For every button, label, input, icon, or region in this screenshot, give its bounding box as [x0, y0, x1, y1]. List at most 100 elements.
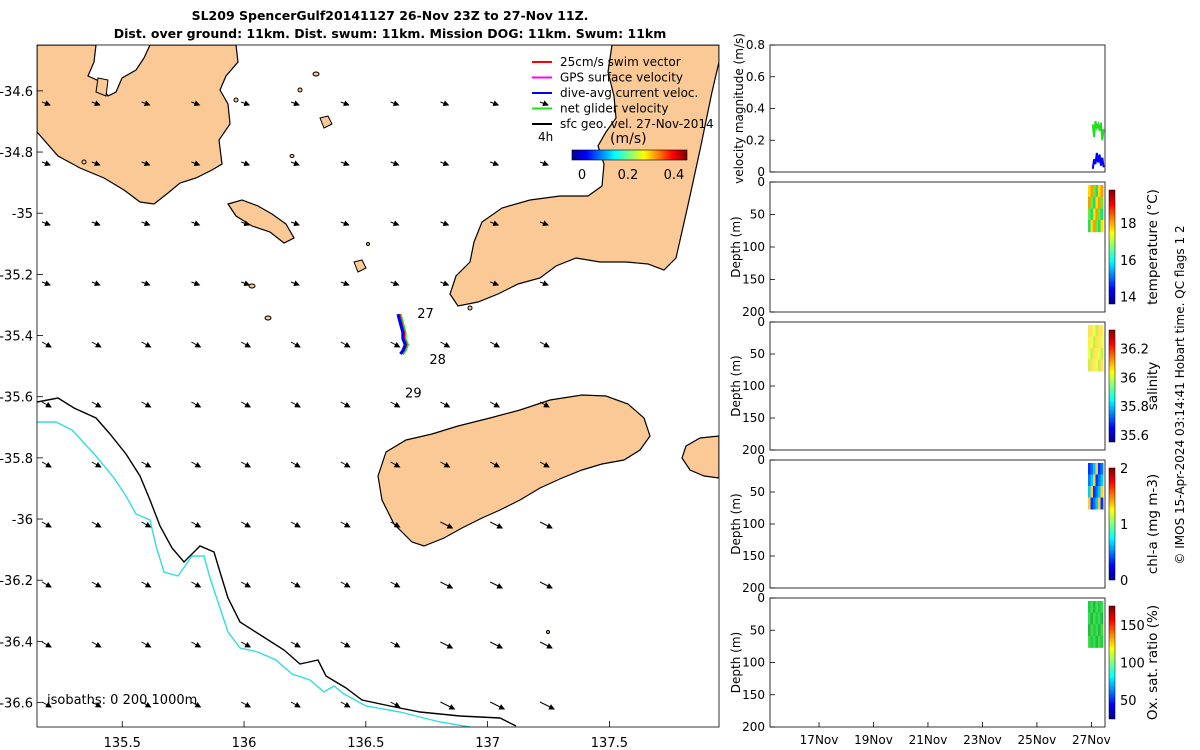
profile-cell: [1088, 325, 1091, 337]
profile-cell: [1100, 196, 1104, 209]
panel-3: 0 50 100 150 200 Depth (m) 35.6 35.8 36 36.2 salin…: [729, 315, 1161, 457]
velocity-arrow: [440, 160, 450, 167]
velocity-arrow: [539, 461, 550, 468]
map-y-tick-label: -36: [12, 513, 33, 528]
velocity-arrow: [290, 641, 301, 648]
profile-cell: [1095, 463, 1099, 475]
velocity-arrow: [91, 701, 102, 708]
time-tick-label: 21Nov: [909, 733, 948, 747]
velocity-arrow: [290, 160, 300, 167]
panel-y-tick-label: 0: [757, 315, 765, 329]
map-labels: 135.5 136 136.5 137 137.5 -34.6 -34.8 -35 -35.2 -…: [0, 55, 714, 750]
track-hour-label: 28: [429, 353, 446, 368]
velocity-arrow: [489, 581, 504, 589]
map-y-tick-label: -34.8: [0, 146, 33, 161]
profile-cell: [1090, 185, 1094, 198]
velocity-arrow: [390, 160, 400, 167]
velocity-arrow: [290, 341, 301, 348]
velocity-arrow: [141, 160, 151, 167]
map-x-tick-label: 136.5: [347, 736, 384, 750]
velocity-arrow: [141, 461, 152, 468]
profile-cell: [1098, 497, 1101, 510]
profile-cell: [1095, 196, 1099, 209]
profile-cell: [1090, 463, 1094, 475]
profile-cell: [1090, 497, 1094, 510]
profile-cell: [1100, 220, 1104, 233]
legend-duration: 4h: [538, 130, 553, 144]
velocity-arrow: [489, 461, 501, 468]
velocity-arrow: [490, 280, 500, 287]
colorbar-tick: 0.4: [664, 168, 685, 183]
velocity-arrow: [91, 521, 102, 528]
velocity-arrow: [340, 521, 351, 528]
profile-cell: [1100, 359, 1104, 372]
velocity-arrow: [539, 220, 549, 227]
profile-cell: [1088, 612, 1091, 625]
profile-cell: [1095, 635, 1099, 648]
profile-cell: [1090, 325, 1094, 337]
dive-avg-track: [396, 313, 407, 355]
velocity-arrow: [41, 341, 52, 348]
velocity-arrow: [539, 341, 550, 348]
profile-cell: [1090, 348, 1094, 360]
panel-y-tick-label: 150: [742, 688, 765, 702]
velocity-arrow: [440, 641, 454, 649]
track-hour-label: 27: [417, 307, 434, 322]
velocity-arrow: [141, 701, 152, 708]
velocity-arrow: [191, 100, 201, 107]
panel-y-label: Depth (m): [729, 632, 743, 693]
panel-y-tick-label: 0: [757, 165, 765, 179]
profile-cell: [1088, 220, 1091, 233]
profile-cell: [1093, 497, 1096, 510]
map-frame: [36, 44, 720, 728]
velocity-arrow: [240, 581, 252, 588]
velocity-arrow: [91, 100, 101, 107]
map-y-tick-label: -34.6: [0, 85, 33, 100]
colorbar-tick: 100: [1120, 657, 1145, 672]
map-y-tick-label: -36.4: [0, 635, 33, 650]
profile-cell: [1098, 601, 1101, 614]
velocity-arrow: [489, 641, 504, 649]
velocity-arrow: [390, 341, 401, 348]
profile-cell: [1093, 348, 1096, 360]
time-tick-label: 19Nov: [854, 733, 893, 747]
velocity-arrow: [390, 401, 401, 408]
velocity-arrow: [539, 280, 549, 287]
profile-cell: [1100, 486, 1104, 498]
panel-4: 0 50 100 150 200 Depth (m) 0 1 2 chl-a (mg m-3): [729, 453, 1161, 595]
velocity-arrow: [290, 581, 301, 588]
profile-cell: [1098, 336, 1101, 349]
velocity-arrow: [290, 401, 301, 408]
velocity-arrow: [241, 100, 251, 107]
velocity-arrow: [91, 341, 102, 348]
velocity-arrow: [539, 641, 553, 649]
profile-cell: [1090, 624, 1094, 637]
velocity-arrow: [390, 521, 401, 528]
map-y-tick-label: -36.2: [0, 574, 33, 589]
profile-cell: [1098, 325, 1101, 337]
velocity-arrow: [440, 341, 451, 348]
velocity-arrow: [241, 280, 251, 287]
map-y-tick-label: -35.2: [0, 268, 33, 283]
velocity-arrow: [340, 401, 351, 408]
panel-y-label: Depth (m): [729, 355, 743, 416]
profile-cell: [1088, 463, 1091, 475]
panel-y-tick-label: 0: [757, 591, 765, 605]
profile-cell: [1100, 474, 1104, 487]
colorbar-label: chl-a (mg m-3): [1145, 474, 1161, 574]
colorbar-tick: 0.2: [618, 168, 639, 183]
velocity-arrow: [240, 521, 252, 528]
profile-cell: [1093, 185, 1096, 198]
velocity-arrow: [41, 521, 52, 528]
profile-cell: [1088, 497, 1091, 510]
velocity-arrow: [340, 160, 350, 167]
profile-cell: [1090, 359, 1094, 372]
velocity-arrow: [390, 280, 400, 287]
panel-colorbar: [1108, 467, 1116, 581]
colorbar-tick: 150: [1120, 619, 1145, 634]
profile-cell: [1098, 185, 1101, 198]
profile-cell: [1093, 359, 1096, 372]
colorbar-label: Ox. sat. ratio (%): [1145, 605, 1161, 720]
velocity-arrow: [240, 401, 252, 408]
